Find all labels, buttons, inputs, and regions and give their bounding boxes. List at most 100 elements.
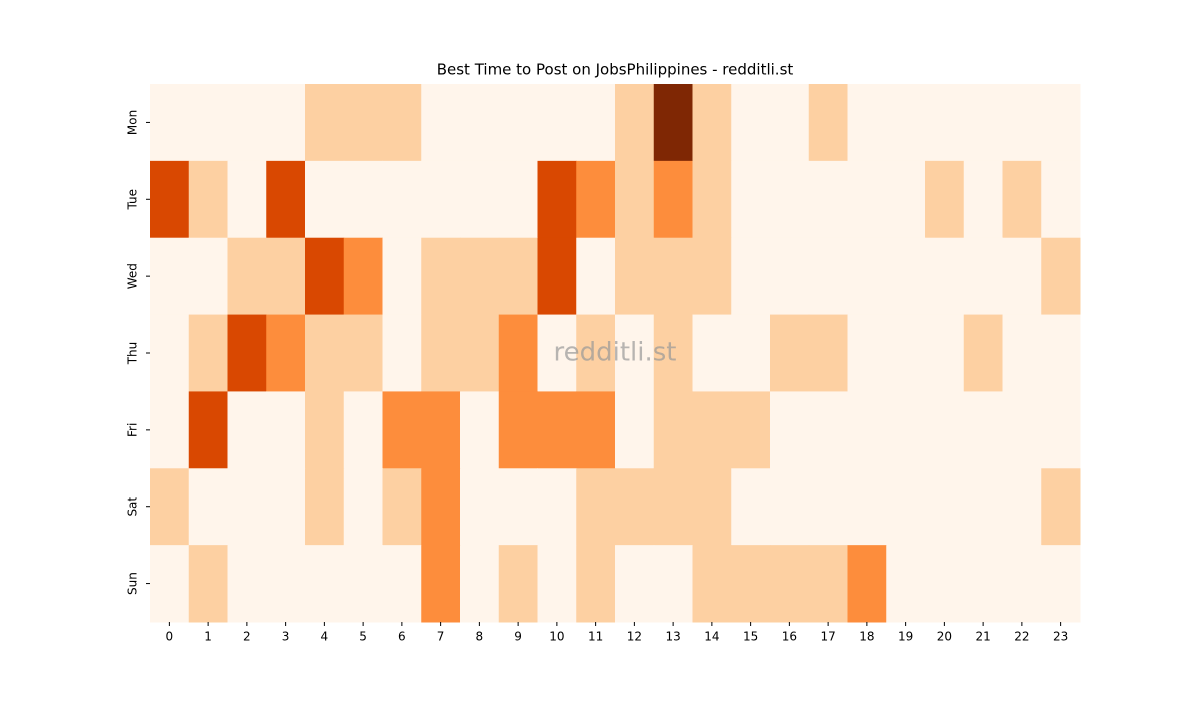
x-tick-label: 14 [704,630,719,644]
heatmap-cell [460,237,500,316]
heatmap-cell [421,314,461,392]
heatmap-cell [150,237,190,316]
heatmap-cell [1041,160,1081,239]
heatmap-cell [886,391,926,469]
heatmap-cell [963,160,1003,239]
heatmap-cell [731,314,771,392]
heatmap-cell [808,545,848,623]
heatmap-cell [150,391,190,469]
x-tick-label: 19 [898,630,913,644]
x-tick-label: 7 [437,630,445,644]
heatmap-cell [227,160,267,239]
heatmap-cell [731,545,771,623]
heatmap-cell [305,237,345,316]
heatmap-cell [886,314,926,392]
heatmap-cell [1041,468,1081,546]
heatmap-cell [421,84,461,162]
heatmap-cell [421,545,461,623]
heatmap-cell [692,314,732,392]
x-tick-label: 22 [1014,630,1029,644]
heatmap-cell [653,160,693,239]
heatmap-cell [847,468,887,546]
heatmap-cell [963,314,1003,392]
x-tick-label: 2 [243,630,251,644]
heatmap-cell [460,545,500,623]
heatmap-cell [847,314,887,392]
heatmap-cell [305,314,345,392]
heatmap-cell [808,160,848,239]
heatmap-cell [1002,545,1042,623]
heatmap-cell [731,237,771,316]
heatmap-cell [188,545,228,623]
x-tick-label: 16 [782,630,797,644]
heatmap-cell [382,468,422,546]
heatmap-cell [188,314,228,392]
heatmap-cell [382,160,422,239]
heatmap-cell [343,314,383,392]
heatmap-cell [847,391,887,469]
heatmap-cell [692,468,732,546]
heatmap-cell [498,391,538,469]
heatmap-cell [1002,391,1042,469]
heatmap-cell [421,237,461,316]
heatmap-cell [925,314,965,392]
heatmap-cell [227,84,267,162]
heatmap-cell [615,160,655,239]
heatmap-cell [886,237,926,316]
heatmap-cell [1002,237,1042,316]
y-tick-label: Fri [126,423,140,437]
heatmap-cell [963,84,1003,162]
heatmap-cell [305,545,345,623]
heatmap-cell [227,391,267,469]
heatmap-cell [770,237,810,316]
heatmap-cell [925,468,965,546]
heatmap-cell [615,468,655,546]
heatmap-cell [537,391,577,469]
heatmap-cell [150,468,190,546]
heatmap-cell [692,84,732,162]
heatmap-cell [847,545,887,623]
heatmap-cell [305,160,345,239]
x-tick-label: 0 [166,630,174,644]
heatmap-cell [731,468,771,546]
heatmap-cell [731,84,771,162]
heatmap-cell [615,314,655,392]
heatmap-cell [692,545,732,623]
heatmap-cell [847,84,887,162]
heatmap-cell [227,468,267,546]
heatmap-cell [963,391,1003,469]
y-tick-label: Tue [126,189,140,211]
heatmap-cell [692,237,732,316]
x-tick-label: 1 [204,630,212,644]
heatmap-cell [770,84,810,162]
heatmap-cell [692,391,732,469]
heatmap-cell [382,237,422,316]
heatmap-cell [266,160,306,239]
heatmap-cell [808,468,848,546]
heatmap-cell [963,468,1003,546]
x-tick-label: 6 [398,630,406,644]
heatmap-cell [460,314,500,392]
heatmap-cell [421,160,461,239]
x-tick-label: 20 [937,630,952,644]
heatmap-cell [615,391,655,469]
heatmap-cell [692,160,732,239]
heatmap-cell [808,84,848,162]
heatmap-cell [576,545,616,623]
heatmap-cell [537,468,577,546]
heatmap-cell [653,391,693,469]
heatmap-cell [576,84,616,162]
heatmap-cell [770,391,810,469]
heatmap-cell [227,237,267,316]
x-tick-label: 12 [627,630,642,644]
x-tick-label: 11 [588,630,603,644]
heatmap-cell [963,545,1003,623]
heatmap-cell [188,237,228,316]
x-tick-label: 17 [820,630,835,644]
heatmap-cell [382,84,422,162]
heatmap-cell [537,84,577,162]
heatmap-cell [1041,314,1081,392]
heatmap-cell [266,545,306,623]
heatmap-cell [343,237,383,316]
